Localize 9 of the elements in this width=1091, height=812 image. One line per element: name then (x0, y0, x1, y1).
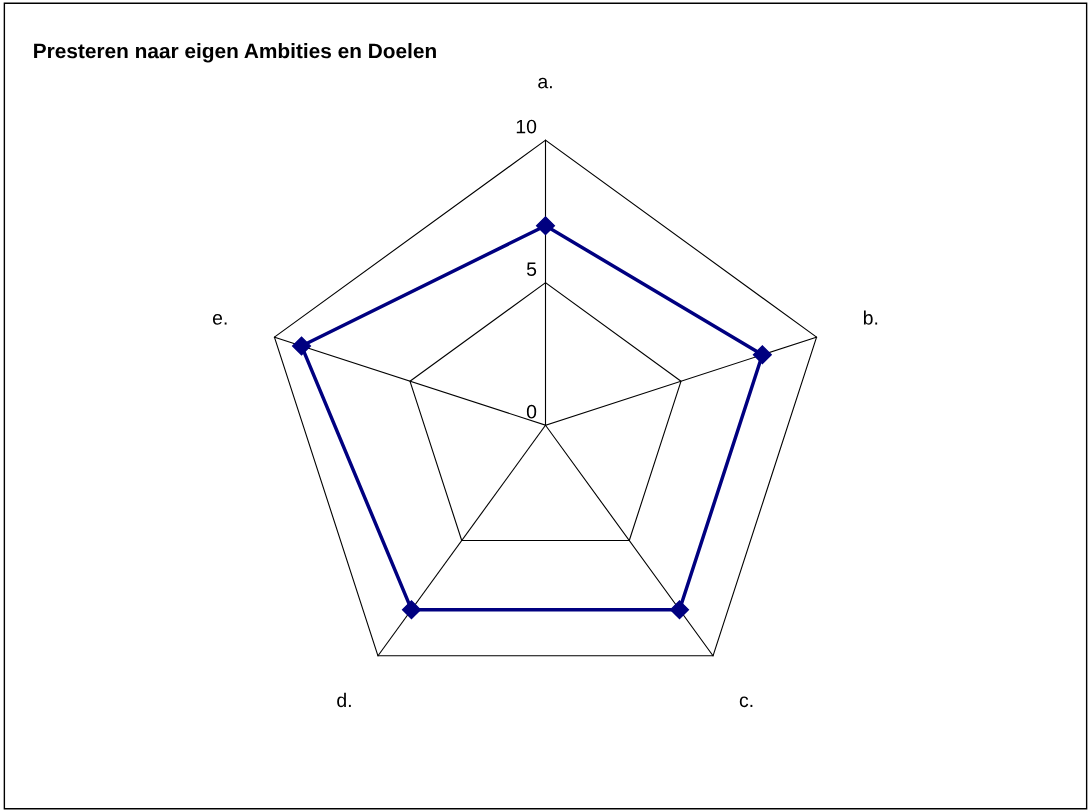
spoke-label: e. (212, 314, 227, 325)
y-tick-label: 0 (526, 404, 537, 419)
y-tick-label: 10 (516, 119, 537, 134)
spoke-label: d. (337, 692, 351, 708)
y-tick-label: 5 (526, 262, 537, 277)
spoke-label: b. (863, 310, 878, 325)
chart-title: Presteren naar eigen Ambities en Doelen (34, 43, 436, 63)
spoke-label: a. (538, 77, 552, 89)
spoke-label: c. (739, 696, 753, 708)
